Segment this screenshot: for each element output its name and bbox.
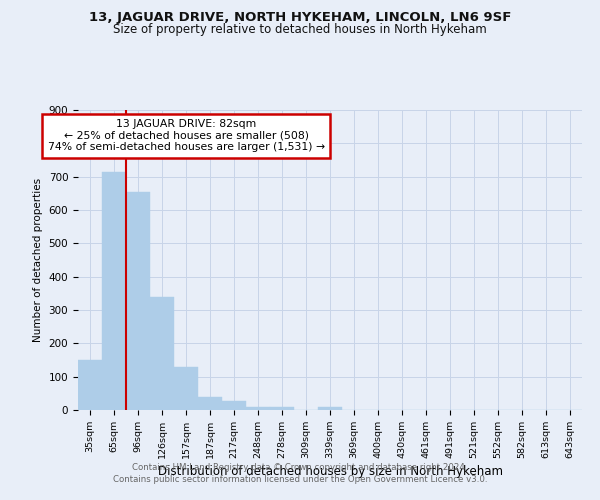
Bar (270, 408, 294, 410)
Bar (102, 172, 126, 410)
Y-axis label: Number of detached properties: Number of detached properties (33, 178, 43, 342)
Bar (246, 406, 270, 410)
Text: 13 JAGUAR DRIVE: 82sqm
← 25% of detached houses are smaller (508)
74% of semi-de: 13 JAGUAR DRIVE: 82sqm ← 25% of detached… (48, 119, 325, 152)
Bar (318, 408, 342, 410)
Text: Size of property relative to detached houses in North Hykeham: Size of property relative to detached ho… (113, 22, 487, 36)
X-axis label: Distribution of detached houses by size in North Hykeham: Distribution of detached houses by size … (157, 465, 503, 478)
Bar (150, 296, 174, 410)
Bar (126, 192, 150, 410)
Bar (78, 360, 102, 410)
Text: 13, JAGUAR DRIVE, NORTH HYKEHAM, LINCOLN, LN6 9SF: 13, JAGUAR DRIVE, NORTH HYKEHAM, LINCOLN… (89, 11, 511, 24)
Bar (174, 368, 198, 410)
Text: Contains HM Land Registry data © Crown copyright and database right 2024.: Contains HM Land Registry data © Crown c… (132, 464, 468, 472)
Text: Contains public sector information licensed under the Open Government Licence v3: Contains public sector information licen… (113, 475, 487, 484)
Bar (222, 400, 246, 410)
Bar (198, 396, 222, 410)
